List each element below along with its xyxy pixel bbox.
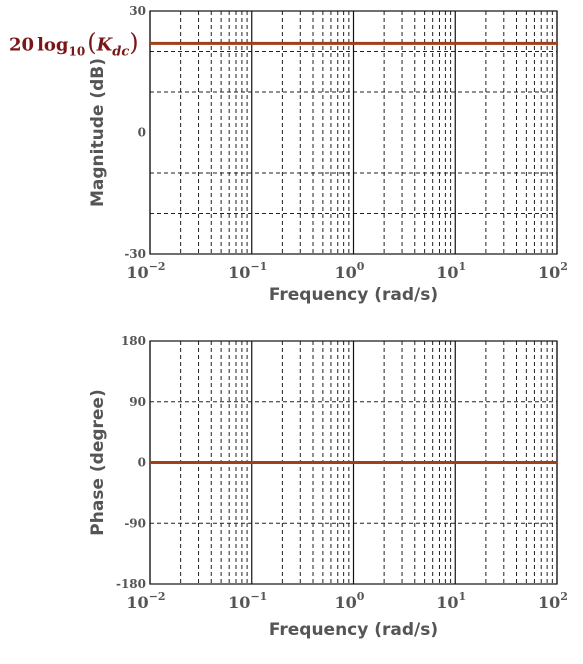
x-tick-exponent: 0 bbox=[357, 260, 365, 273]
x-tick-exponent: 2 bbox=[560, 590, 568, 603]
annotation-log: log bbox=[37, 34, 69, 55]
x-tick-base: 10 bbox=[436, 263, 458, 282]
x-tick-base: 10 bbox=[335, 593, 357, 612]
x-tick-base: 10 bbox=[126, 263, 148, 282]
x-tick-label: 101 bbox=[436, 590, 466, 612]
x-tick-label: 100 bbox=[335, 590, 365, 612]
x-tick-base: 10 bbox=[335, 263, 357, 282]
x-tick-label: 10−2 bbox=[126, 260, 165, 282]
x-tick-exponent: −1 bbox=[250, 590, 267, 603]
x-tick-label: 102 bbox=[538, 260, 568, 282]
y-axis-label: Magnitude (dB) bbox=[88, 58, 108, 207]
x-tick-base: 10 bbox=[436, 593, 458, 612]
x-tick-exponent: 1 bbox=[459, 260, 467, 273]
x-tick-base: 10 bbox=[538, 593, 560, 612]
y-tick-label: 0 bbox=[138, 126, 146, 140]
x-tick-label: 101 bbox=[436, 260, 466, 282]
x-tick-base: 10 bbox=[228, 593, 250, 612]
y-tick-label: 180 bbox=[121, 334, 146, 348]
y-tick-label: 90 bbox=[129, 395, 146, 409]
annotation-close-paren: ) bbox=[129, 28, 138, 56]
x-tick-label: 102 bbox=[538, 590, 568, 612]
y-axis-label: Phase (degree) bbox=[88, 389, 108, 535]
y-tick-label: -180 bbox=[116, 577, 146, 591]
x-tick-exponent: −2 bbox=[149, 260, 166, 273]
x-tick-label: 10−2 bbox=[126, 590, 165, 612]
x-tick-label: 100 bbox=[335, 260, 365, 282]
plot-frame bbox=[149, 10, 558, 255]
annotation-prefix: 20 bbox=[9, 34, 34, 55]
x-tick-base: 10 bbox=[126, 593, 148, 612]
x-tick-base: 10 bbox=[538, 263, 560, 282]
x-tick-exponent: −2 bbox=[149, 590, 166, 603]
y-tick-label: -90 bbox=[124, 516, 146, 530]
x-axis-label: Frequency (rad/s) bbox=[269, 620, 438, 640]
grid bbox=[149, 11, 558, 254]
x-tick-label: 10−1 bbox=[228, 590, 267, 612]
x-tick-base: 10 bbox=[228, 263, 250, 282]
x-tick-exponent: 2 bbox=[560, 260, 568, 273]
x-tick-exponent: 0 bbox=[357, 590, 365, 603]
x-tick-exponent: −1 bbox=[250, 260, 267, 273]
y-tick-label: 0 bbox=[138, 456, 146, 470]
y-tick-label: 30 bbox=[129, 4, 146, 18]
annotation-open-paren: ( bbox=[87, 28, 96, 56]
annotation-log-base: 10 bbox=[69, 44, 86, 58]
annotation-variable-subscript: dc bbox=[112, 44, 129, 59]
x-axis-label: Frequency (rad/s) bbox=[269, 285, 438, 305]
x-tick-label: 10−1 bbox=[228, 260, 267, 282]
y-tick-label: -30 bbox=[124, 247, 146, 261]
annotation-variable: K bbox=[96, 34, 114, 55]
x-tick-exponent: 1 bbox=[459, 590, 467, 603]
dc-gain-annotation: 20 log10(Kdc) bbox=[9, 28, 139, 59]
